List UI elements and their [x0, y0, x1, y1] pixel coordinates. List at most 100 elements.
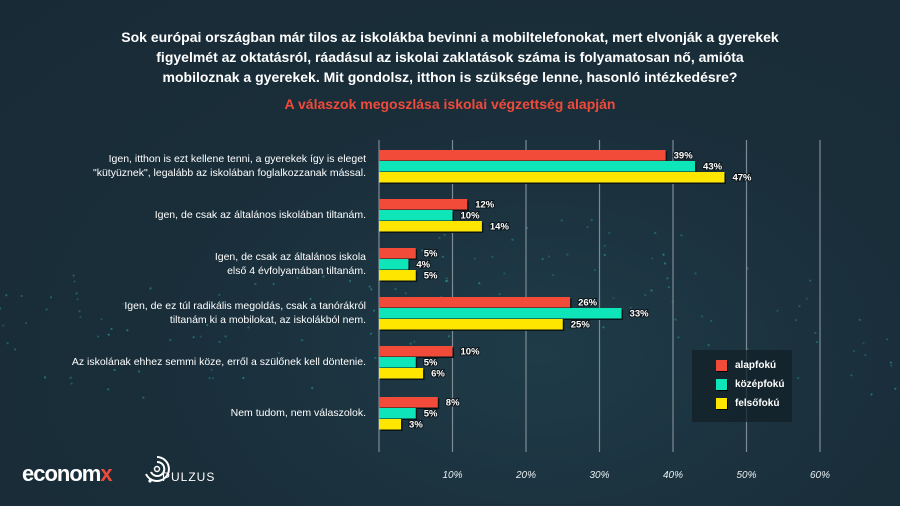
decor-dot [511, 238, 514, 241]
decor-dot [149, 287, 152, 290]
decor-dot [586, 225, 589, 229]
bar-alapfokú [379, 199, 468, 210]
decor-dot [805, 297, 808, 300]
decor-dot [438, 236, 441, 239]
category-label-line: Igen, de csak az általános iskola [214, 251, 366, 263]
decor-dot [348, 279, 352, 283]
category-label: Nem tudom, nem válaszolok. [231, 406, 366, 420]
bar-felsőfokú [379, 368, 424, 379]
decor-dot [746, 347, 749, 351]
decor-dot [210, 368, 213, 371]
decor-dot [603, 244, 606, 247]
category-label-line: Igen, de csak az általános iskolában til… [154, 209, 366, 221]
decor-dot [169, 338, 172, 341]
value-label: 43% [703, 162, 723, 173]
bar-alapfokú [379, 248, 416, 259]
question-line: figyelmét az oktatásról, ráadásul az isk… [156, 49, 744, 65]
decor-dot [894, 387, 897, 390]
decor-dot [192, 336, 195, 339]
decor-dot [368, 285, 371, 288]
decor-dot [13, 348, 17, 351]
decor-dot [142, 396, 145, 399]
decor-dot [70, 382, 73, 385]
decor-dot [72, 274, 75, 277]
decor-dot [644, 294, 647, 297]
decor-dot [300, 339, 304, 342]
x-axis-ticks: 10% 20% 30% 40% 50% 60% [442, 470, 830, 481]
decor-dot [629, 306, 632, 309]
decor-dot [242, 376, 245, 379]
bar-középfokú [379, 161, 696, 172]
category-label: Igen, de csak az általános iskola első 4 … [215, 250, 366, 278]
decor-dot [503, 272, 506, 275]
decor-dot [498, 293, 501, 296]
decor-dot [309, 297, 312, 300]
economx-logo: economx [22, 461, 113, 487]
value-label: 4% [416, 260, 430, 271]
decor-dot [211, 377, 215, 380]
legend-item-kozepfoku: középfokú [716, 379, 784, 390]
bar-középfokú [379, 357, 416, 368]
decor-dot [890, 364, 893, 367]
decor-dot [651, 257, 654, 260]
chart-question: Sok európai országban már tilos az iskol… [60, 27, 840, 87]
decor-dot [794, 319, 797, 322]
decor-dot [710, 319, 713, 323]
value-label: 47% [732, 173, 752, 184]
decor-dot [374, 356, 377, 359]
decor-dot [566, 253, 569, 256]
bar-középfokú [379, 259, 409, 270]
decor-dot [322, 275, 325, 278]
decor-dot [107, 388, 110, 391]
bar-középfokú [379, 210, 453, 221]
value-label: 33% [630, 309, 650, 320]
value-label: 12% [475, 200, 495, 211]
bar-alapfokú [379, 346, 453, 357]
legend-label: felsőfokú [735, 398, 780, 409]
decor-dot [218, 293, 221, 296]
decor-dot [491, 255, 494, 258]
legend-swatch-felsofoku [716, 398, 727, 409]
decor-dot [0, 307, 2, 310]
decor-dot [296, 276, 299, 279]
legend: alapfokú középfokú felsőfokú [692, 350, 792, 422]
value-labels: 39%43%47%12%10%14%5%4%5%26%33%25%10%5%6%… [408, 150, 753, 432]
value-label: 25% [571, 320, 591, 331]
decor-dot [218, 340, 221, 343]
bars [379, 150, 726, 431]
decor-dot [78, 310, 81, 313]
chart-subtitle: A válaszok megoszlása iskolai végzettség… [284, 96, 616, 112]
category-label-line: Az iskolának ehhez semmi köze, erről a s… [71, 356, 366, 368]
decor-dot [137, 370, 141, 373]
decor-dot [870, 393, 873, 396]
decor-dot [394, 287, 397, 291]
bar-alapfokú [379, 297, 571, 308]
decor-dot [560, 219, 563, 222]
decor-dot [650, 289, 653, 292]
decor-dot [121, 302, 125, 306]
decor-dot [224, 335, 227, 338]
value-label: 5% [424, 358, 438, 369]
decor-dot [608, 231, 611, 234]
decor-dot [447, 335, 451, 338]
decor-dot [473, 257, 477, 260]
decor-dot [441, 255, 444, 258]
decor-dot [97, 335, 100, 338]
decor-dot [69, 376, 72, 379]
x-tick-label: 40% [663, 470, 683, 481]
bar-felsőfokú [379, 319, 563, 330]
decor-dot [443, 233, 446, 236]
category-label: Az iskolának ehhez semmi köze, erről a s… [72, 355, 366, 369]
decor-dot [20, 294, 23, 298]
decor-dot [663, 262, 667, 265]
decor-dot [206, 323, 209, 327]
decor-dot [889, 361, 893, 364]
decor-dot [73, 280, 76, 283]
decor-dot [272, 282, 275, 285]
decor-dot [603, 253, 606, 257]
decor-dot [277, 351, 280, 355]
decor-dot [674, 318, 677, 321]
bar-középfokú [379, 308, 622, 319]
bar-felsőfokú [379, 172, 725, 183]
decor-dot [654, 231, 657, 235]
